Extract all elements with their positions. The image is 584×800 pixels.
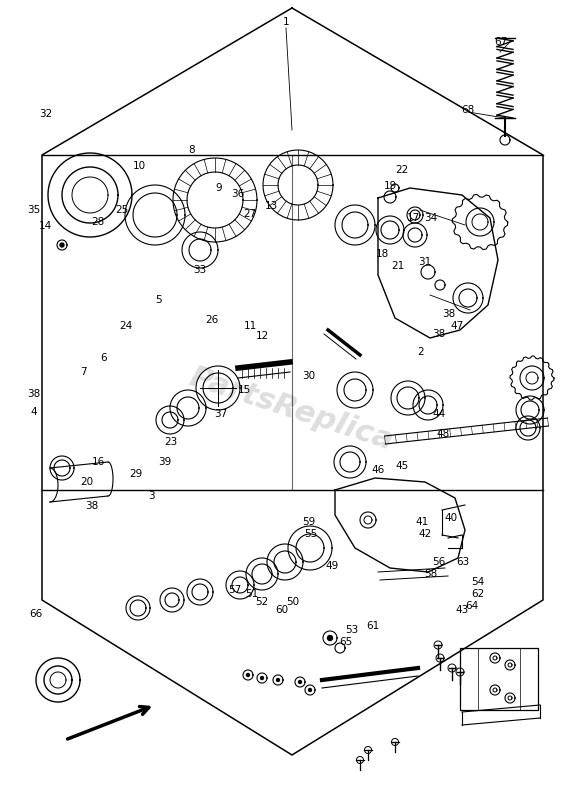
Text: 37: 37: [214, 410, 227, 419]
Text: 1: 1: [283, 18, 290, 27]
Text: 40: 40: [444, 514, 457, 523]
Circle shape: [276, 678, 280, 682]
Text: 20: 20: [80, 477, 93, 486]
Text: 44: 44: [433, 410, 446, 419]
Circle shape: [60, 243, 64, 247]
Text: 46: 46: [372, 466, 385, 475]
Text: 22: 22: [395, 165, 408, 174]
Text: 68: 68: [462, 106, 475, 115]
Text: 19: 19: [384, 181, 397, 190]
Text: 52: 52: [255, 597, 268, 606]
Text: 38: 38: [27, 389, 40, 398]
Text: 67: 67: [495, 37, 507, 46]
Text: 4: 4: [30, 407, 37, 417]
Text: 13: 13: [265, 202, 278, 211]
Text: 32: 32: [39, 109, 52, 118]
Text: 43: 43: [456, 605, 469, 614]
Text: 31: 31: [419, 258, 432, 267]
Text: 56: 56: [433, 557, 446, 566]
Text: 9: 9: [215, 183, 223, 193]
Text: 59: 59: [302, 517, 315, 526]
Text: 28: 28: [92, 218, 105, 227]
Text: 57: 57: [228, 586, 241, 595]
Text: 49: 49: [325, 562, 338, 571]
Text: 47: 47: [450, 322, 463, 331]
Text: 14: 14: [39, 221, 52, 230]
Text: 5: 5: [155, 295, 162, 305]
Circle shape: [328, 635, 332, 641]
Text: PartsReplica: PartsReplica: [185, 362, 397, 456]
Text: 26: 26: [205, 315, 218, 325]
Text: 6: 6: [100, 354, 107, 363]
Text: 24: 24: [119, 322, 132, 331]
Text: 53: 53: [345, 626, 358, 635]
Text: 11: 11: [244, 322, 256, 331]
Text: 55: 55: [304, 530, 317, 539]
Text: 38: 38: [433, 330, 446, 339]
Text: 27: 27: [244, 210, 256, 219]
Text: 7: 7: [80, 367, 87, 377]
Circle shape: [246, 674, 249, 677]
Text: 63: 63: [456, 557, 469, 566]
Text: 51: 51: [246, 589, 259, 598]
Circle shape: [260, 677, 263, 679]
Text: 41: 41: [415, 517, 428, 526]
Text: 15: 15: [238, 386, 251, 395]
Text: 64: 64: [465, 602, 478, 611]
Text: 66: 66: [30, 610, 43, 619]
Text: 61: 61: [366, 621, 379, 630]
Text: 38: 38: [442, 309, 455, 318]
Text: 62: 62: [471, 589, 484, 598]
Text: 65: 65: [339, 637, 352, 646]
Text: 10: 10: [133, 162, 145, 171]
Text: 39: 39: [158, 458, 171, 467]
Text: 36: 36: [232, 189, 245, 198]
Text: 12: 12: [256, 331, 269, 341]
Text: 21: 21: [392, 261, 405, 270]
Text: 45: 45: [395, 461, 408, 470]
Text: 16: 16: [92, 458, 105, 467]
Text: 58: 58: [425, 570, 437, 579]
Text: 42: 42: [419, 530, 432, 539]
Text: 60: 60: [275, 605, 288, 614]
Text: 3: 3: [148, 491, 155, 501]
Text: 18: 18: [376, 250, 389, 259]
Text: 29: 29: [129, 469, 142, 478]
Text: 17: 17: [407, 213, 420, 222]
Circle shape: [298, 681, 301, 683]
Circle shape: [308, 689, 311, 691]
Text: 2: 2: [417, 347, 424, 357]
Text: 50: 50: [287, 597, 300, 606]
Text: 35: 35: [27, 205, 40, 214]
Text: 25: 25: [115, 205, 128, 214]
Text: 54: 54: [471, 578, 484, 587]
Text: 23: 23: [164, 437, 177, 446]
Text: 38: 38: [86, 501, 99, 510]
Text: 30: 30: [302, 371, 315, 381]
Text: 34: 34: [425, 213, 437, 222]
Text: 48: 48: [436, 429, 449, 438]
Text: 33: 33: [193, 266, 206, 275]
Text: 8: 8: [188, 146, 195, 155]
